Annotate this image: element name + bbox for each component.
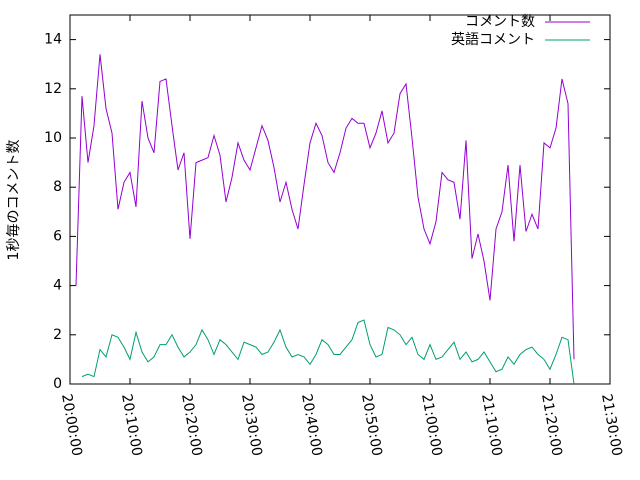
data-line [75,54,575,360]
y-tick-label: 6 [53,228,62,244]
legend-label: 英語コメント [451,31,535,48]
y-tick-label: 10 [44,130,62,146]
y-tick-label: 14 [44,32,62,48]
y-axis-label: 1秒毎のコメント数 [6,140,22,261]
y-tick-label: 8 [53,179,62,195]
y-tick-label: 0 [53,376,62,392]
y-tick-label: 12 [44,81,62,97]
legend-label: コメント数 [465,14,535,30]
y-tick-label: 4 [53,278,62,294]
plot-border [69,14,611,385]
data-line [81,319,575,385]
y-tick-label: 2 [53,327,62,343]
